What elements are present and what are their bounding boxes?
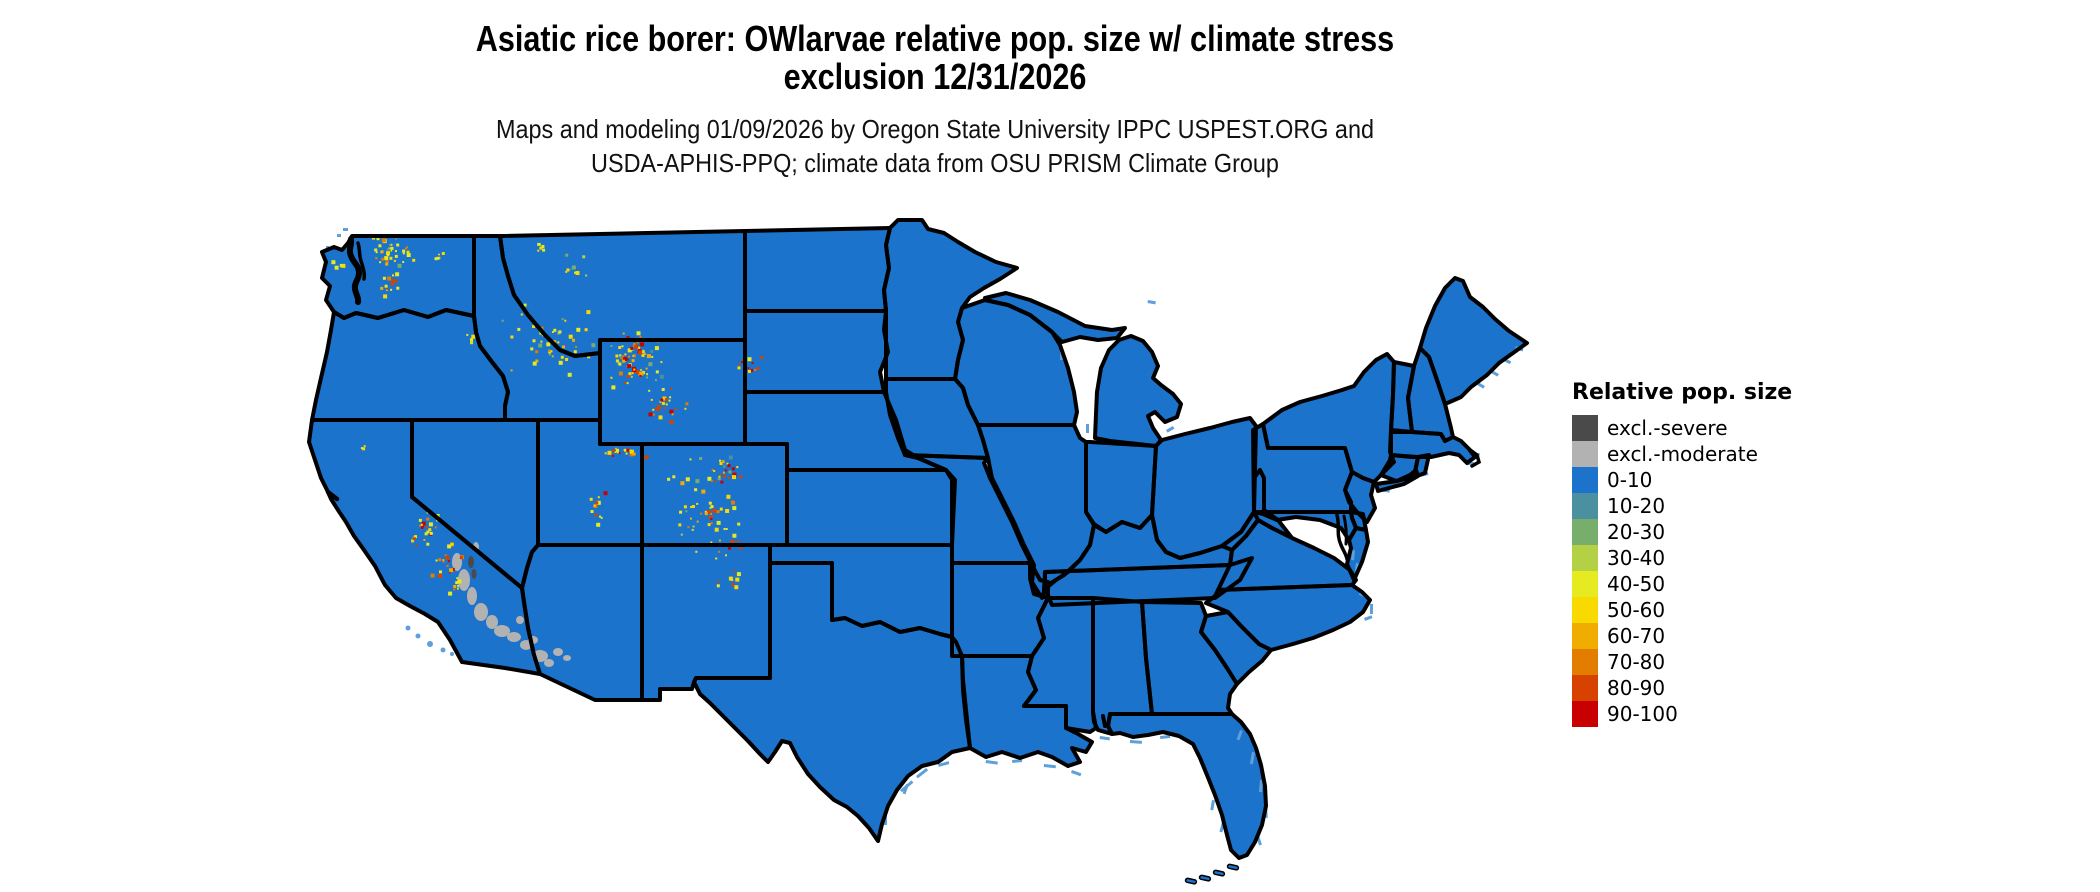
legend-item: 80-90	[1572, 675, 1792, 701]
legend-swatch	[1572, 597, 1598, 623]
legend-item: excl.-severe	[1572, 415, 1792, 441]
legend-swatch	[1572, 675, 1598, 701]
legend-item: 30-40	[1572, 545, 1792, 571]
legend-swatch	[1572, 519, 1598, 545]
legend-item: 90-100	[1572, 701, 1792, 727]
legend-swatch	[1572, 571, 1598, 597]
legend-item-label: excl.-moderate	[1607, 442, 1758, 466]
legend-item-label: 60-70	[1607, 624, 1666, 648]
water-details-layer	[325, 236, 1482, 728]
legend-item: 0-10	[1572, 467, 1792, 493]
legend-item: 10-20	[1572, 493, 1792, 519]
title-line-1: Asiatic rice borer: OWlarvae relative po…	[475, 18, 1395, 59]
legend-swatch	[1572, 701, 1598, 727]
legend-item-label: 40-50	[1607, 572, 1666, 596]
legend-item-label: 30-40	[1607, 546, 1666, 570]
subtitle-line-2: USDA-APHIS-PPQ; climate data from OSU PR…	[591, 148, 1279, 178]
legend-rows: excl.-severe excl.-moderate 0-10 10-20 20-30…	[1572, 415, 1792, 727]
legend-item-label: 50-60	[1607, 598, 1666, 622]
legend-item: 40-50	[1572, 571, 1792, 597]
legend-swatch	[1572, 623, 1598, 649]
legend-item-label: 20-30	[1607, 520, 1666, 544]
legend-swatch	[1572, 649, 1598, 675]
legend-swatch	[1572, 493, 1598, 519]
legend-swatch	[1572, 545, 1598, 571]
state-fills-layer	[309, 220, 1527, 858]
title-line-2: exclusion 12/31/2026	[783, 56, 1087, 97]
legend-swatch	[1572, 441, 1598, 467]
legend-item-label: excl.-severe	[1607, 416, 1728, 440]
state-borders-layer	[307, 218, 1529, 860]
legend-swatch	[1572, 415, 1598, 441]
legend-item-label: 0-10	[1607, 468, 1653, 492]
legend-title: Relative pop. size	[1572, 380, 1793, 405]
legend-item-label: 90-100	[1607, 702, 1678, 726]
legend-item: 50-60	[1572, 597, 1792, 623]
legend-item: 70-80	[1572, 649, 1792, 675]
figure-header: Asiatic rice borer: OWlarvae relative po…	[30, 20, 1840, 180]
legend-swatch	[1572, 467, 1598, 493]
legend-item: excl.-moderate	[1572, 441, 1792, 467]
legend-item: 20-30	[1572, 519, 1792, 545]
legend-item-label: 80-90	[1607, 676, 1666, 700]
subtitle: Maps and modeling 01/09/2026 by Oregon S…	[121, 112, 1750, 180]
map-legend: Relative pop. size excl.-severe excl.-mod…	[1572, 380, 1792, 727]
subtitle-line-1: Maps and modeling 01/09/2026 by Oregon S…	[496, 114, 1374, 144]
exclusion-patches-layer	[452, 542, 571, 667]
islands-layer	[1184, 863, 1240, 885]
page-title: Asiatic rice borer: OWlarvae relative po…	[166, 20, 1705, 96]
legend-item-label: 10-20	[1607, 494, 1666, 518]
legend-item: 60-70	[1572, 623, 1792, 649]
hotspot-speckles-layer	[331, 236, 764, 596]
legend-item-label: 70-80	[1607, 650, 1666, 674]
